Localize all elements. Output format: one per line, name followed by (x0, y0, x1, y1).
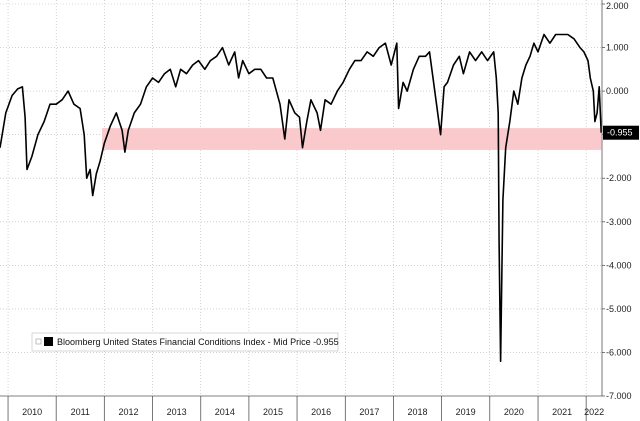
y-tick-label: 0.000 (606, 86, 629, 96)
last-value-badge (603, 125, 639, 140)
highlight-band (102, 128, 602, 150)
legend-swatch (44, 337, 53, 346)
x-tick-label: 2019 (456, 407, 476, 417)
x-tick-label: 2021 (552, 407, 572, 417)
y-tick-label: -6.000 (606, 347, 632, 357)
x-tick-label: 2014 (215, 407, 235, 417)
y-tick-label: -3.000 (606, 217, 632, 227)
x-tick-label: 2011 (71, 407, 90, 417)
x-tick-label: 2016 (311, 407, 331, 417)
y-tick-label: -2.000 (606, 173, 632, 183)
last-value-text: -0.955 (607, 128, 633, 138)
x-axis: 2010 2011 2012 2013 2014 2015 2016 2017 2018 2019… (0, 395, 604, 421)
legend-box (31, 332, 339, 352)
y-tick-label: -5.000 (606, 304, 632, 314)
x-tick-label: 2010 (22, 407, 42, 417)
y-tick-label: -4.000 (606, 260, 632, 270)
x-tick-label: 2018 (408, 407, 428, 417)
x-tick-label: 2020 (504, 407, 524, 417)
x-tick-label: 2012 (118, 407, 138, 417)
x-tick-label: 2013 (167, 407, 187, 417)
y-axis: 2.0001.0000.000-1.000-2.000-3.000-4.000-… (601, 0, 632, 401)
legend-handle-icon (35, 338, 42, 345)
x-tick-label: 2022 (584, 407, 604, 417)
legend: Bloomberg United States Financial Condit… (31, 332, 339, 352)
x-tick-label: 2017 (359, 407, 379, 417)
last-value-label: -0.955 (603, 125, 639, 140)
series-line (0, 33, 602, 362)
x-tick-label: 2015 (263, 407, 283, 417)
y-tick-label: 2.000 (606, 1, 629, 11)
y-tick-label: 1.000 (606, 43, 629, 53)
y-tick-label: -7.000 (606, 391, 632, 401)
legend-label: Bloomberg United States Financial Condit… (57, 337, 339, 347)
